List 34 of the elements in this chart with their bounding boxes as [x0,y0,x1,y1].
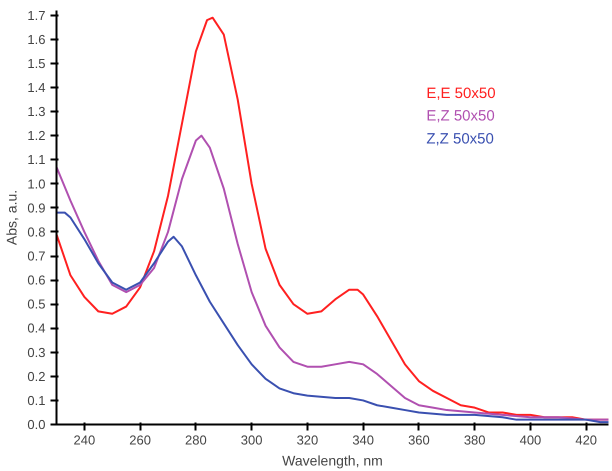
x-tick-label: 280 [185,432,207,448]
y-tick-label: 0.4 [27,320,46,336]
x-tick-label: 260 [129,432,151,448]
text: E,E 50x50 [426,84,496,102]
y-tick-label: 0.6 [27,272,46,288]
y-axis-title: Abs, a.u. [3,190,20,246]
line-series [56,134,608,421]
y-tick-label: 0.8 [27,224,46,240]
x-tick-label: 380 [464,432,486,448]
y-tick-label: 1.3 [27,104,46,120]
x-tick-label: 340 [352,432,374,448]
y-tick-label: 1.2 [27,128,46,144]
text: E,Z 50x50 [426,108,495,125]
x-tick-label: 360 [408,432,430,448]
y-tick-label: 0.5 [27,296,46,312]
x-axis-title: Wavelength, nm [282,452,383,468]
y-tick-label: 1.1 [27,152,46,168]
x-tick-label: 320 [296,432,318,448]
y-tick-label: 0.0 [27,417,46,432]
y-tick-label: 0.7 [27,248,46,264]
y-tick-label: 0.2 [27,368,46,384]
y-tick-label: 0.3 [27,344,46,360]
text: Z,Z 50x50 [426,130,494,148]
x-tick-label: 420 [575,432,598,448]
y-tick-label: 0.1 [27,392,46,408]
y-tick-label: 1.7 [27,8,46,23]
y-tick-label: 0.9 [27,200,46,216]
x-tick-label: 240 [74,432,96,448]
x-tick-label: 400 [520,432,542,448]
y-tick-label: 1.6 [27,32,46,47]
y-tick-label: 1.4 [27,80,46,96]
x-tick-label: 300 [240,432,263,448]
y-tick-label: 1.5 [27,56,46,71]
y-tick-label: 1.0 [27,176,46,192]
